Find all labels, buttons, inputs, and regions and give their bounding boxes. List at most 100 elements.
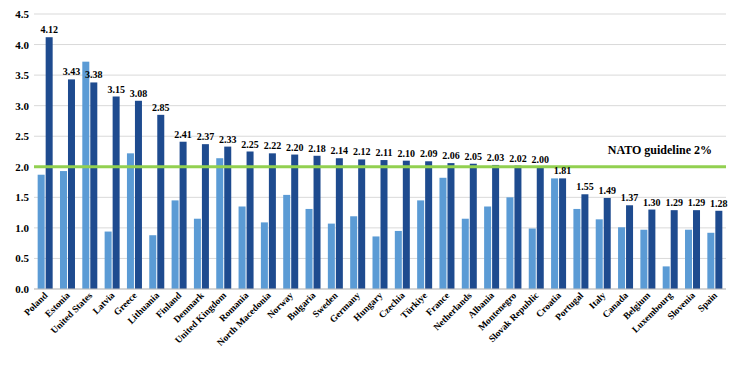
- bar: [484, 207, 491, 290]
- data-label: 1.29: [688, 197, 706, 208]
- bar: [529, 229, 536, 290]
- y-tick-label: 2.5: [15, 130, 29, 142]
- bar: [626, 205, 633, 289]
- bar: [358, 159, 365, 289]
- bar: [439, 178, 446, 289]
- x-tick-label: Türkiye: [399, 290, 429, 320]
- bar: [68, 79, 75, 289]
- bar: [60, 171, 67, 289]
- data-label: 1.49: [598, 185, 616, 196]
- x-tick-label: Hungary: [352, 290, 385, 323]
- bar: [671, 210, 678, 289]
- data-label: 3.15: [107, 84, 125, 95]
- bar: [551, 178, 558, 289]
- data-label: 2.33: [219, 134, 237, 145]
- y-tick-label: 0.5: [15, 252, 29, 264]
- grid: [34, 14, 726, 289]
- data-label: 2.25: [241, 139, 259, 150]
- data-label: 1.81: [554, 165, 572, 176]
- bar: [157, 115, 164, 289]
- data-label: 2.00: [532, 154, 550, 165]
- data-label: 2.03: [487, 152, 505, 163]
- bar: [537, 167, 544, 289]
- bar: [693, 210, 700, 289]
- bar: [283, 195, 290, 289]
- bar: [618, 227, 625, 289]
- bar: [239, 207, 246, 290]
- bar: [447, 163, 454, 289]
- bar: [573, 209, 580, 289]
- x-tick-label: United States: [49, 290, 95, 336]
- bar: [685, 230, 692, 289]
- data-label: 1.28: [710, 198, 728, 209]
- data-label: 2.09: [420, 148, 438, 159]
- bar: [149, 235, 156, 289]
- bar: [113, 97, 120, 290]
- y-tick-label: 1.5: [15, 191, 29, 203]
- data-label: 2.41: [174, 129, 192, 140]
- bar: [395, 231, 402, 289]
- data-label: 1.55: [576, 181, 594, 192]
- data-label: 3.38: [85, 69, 103, 80]
- data-label: 2.22: [264, 140, 282, 151]
- bar: [38, 175, 45, 289]
- bar: [328, 224, 335, 289]
- data-label: 2.18: [308, 143, 326, 154]
- bar: [492, 165, 499, 289]
- bar: [663, 266, 670, 289]
- data-label: 2.02: [509, 153, 527, 164]
- grid-line: [34, 75, 726, 76]
- bar: [291, 155, 298, 289]
- y-tick-label: 4.0: [15, 39, 29, 51]
- grid-line: [34, 166, 726, 167]
- data-label: 2.06: [442, 150, 460, 161]
- data-label: 3.08: [130, 88, 148, 99]
- bar: [269, 153, 276, 289]
- bar: [462, 219, 469, 289]
- bar: [306, 209, 313, 289]
- x-tick-label: Lithuania: [126, 290, 162, 326]
- bar: [596, 219, 603, 289]
- data-label: 2.20: [286, 142, 304, 153]
- bar: [559, 178, 566, 289]
- bar: [261, 222, 268, 289]
- bar: [90, 82, 97, 289]
- bar: [373, 236, 380, 289]
- x-tick-label: Slovak Republic: [487, 290, 541, 344]
- bar: [514, 166, 521, 289]
- bar: [135, 101, 142, 289]
- y-tick-label: 2.0: [15, 161, 29, 173]
- bar: [640, 230, 647, 289]
- bar: [403, 161, 410, 289]
- bar: [194, 219, 201, 289]
- x-tick-label: Spain: [696, 290, 720, 314]
- bar: [247, 152, 254, 290]
- bar: [715, 211, 722, 289]
- x-tick-label: Bulgaria: [285, 290, 317, 322]
- bar: [604, 198, 611, 289]
- bar: [180, 142, 187, 289]
- x-tick-label: Portugal: [553, 290, 585, 322]
- data-label: 2.12: [353, 146, 371, 157]
- bar: [216, 158, 223, 289]
- grid-line: [34, 44, 726, 45]
- data-label: 1.30: [643, 197, 661, 208]
- bar: [105, 232, 112, 289]
- y-tick-label: 3.0: [15, 100, 29, 112]
- bar: [425, 161, 432, 289]
- bar: [314, 156, 321, 289]
- annotation: NATO guideline 2%: [608, 143, 712, 157]
- data-label: 2.10: [398, 148, 416, 159]
- grid-line: [34, 289, 726, 290]
- bar: [470, 164, 477, 289]
- y-tick-label: 3.5: [15, 69, 29, 81]
- y-tick-label: 4.5: [15, 8, 29, 20]
- data-label: 2.05: [465, 151, 483, 162]
- data-label: 3.43: [63, 66, 81, 77]
- bar: [82, 62, 89, 289]
- bar: [127, 153, 134, 289]
- x-tick-label: Slovenia: [666, 290, 698, 322]
- y-tick-label: 0.0: [15, 283, 29, 295]
- bar: [381, 160, 388, 289]
- data-label: 2.14: [331, 145, 349, 156]
